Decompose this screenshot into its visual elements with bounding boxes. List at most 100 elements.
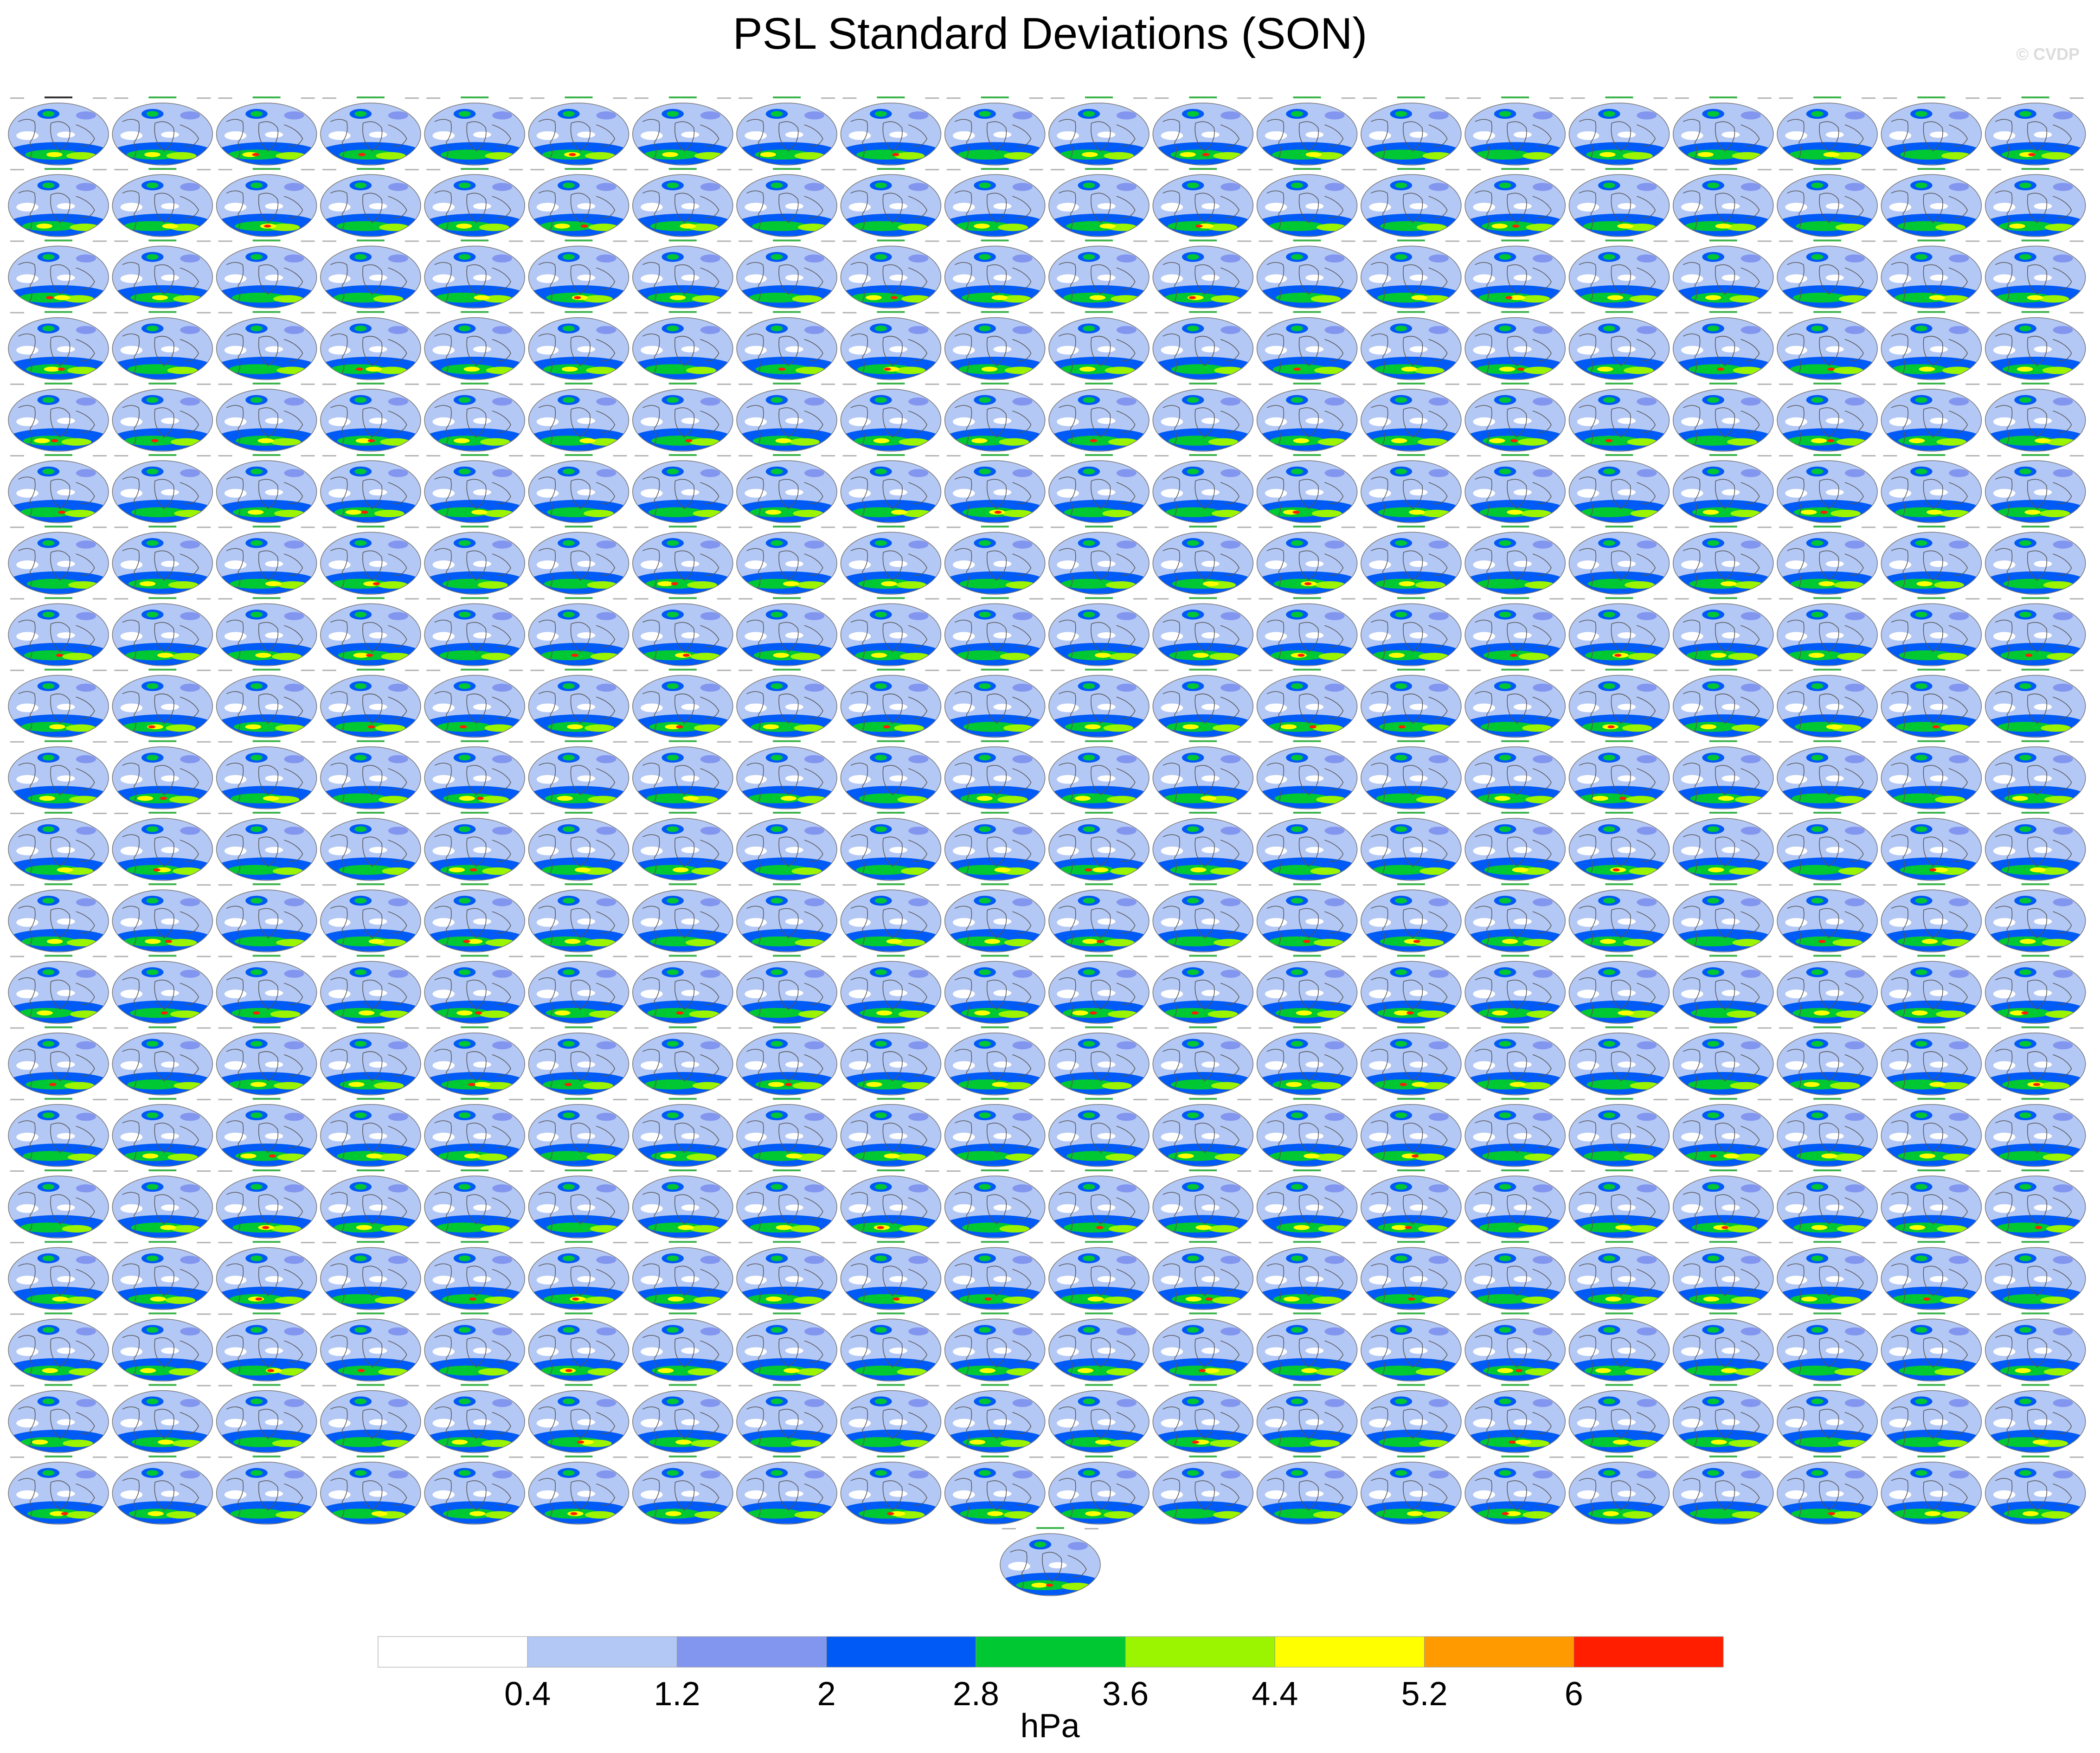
panel-border: [1152, 961, 1254, 1024]
panel-title-line: [1709, 454, 1737, 456]
panel-title-line: [1501, 1026, 1529, 1028]
panel-title-line: [1085, 311, 1113, 313]
panel-label-line: [1987, 1313, 2001, 1315]
panel-stat-line: [405, 813, 419, 814]
panel-title-line: [1293, 168, 1321, 170]
map-panel: [840, 740, 942, 809]
panel-stat-line: [509, 1456, 523, 1458]
panel-label-line: [1675, 240, 1689, 242]
panel-title-line: [356, 1455, 385, 1458]
panel-title-line: [461, 1384, 489, 1386]
panel-label-line: [842, 312, 857, 314]
map-panel: [424, 454, 525, 523]
panel-stat-line: [93, 813, 107, 814]
map-panel: [528, 812, 629, 881]
map-panel: [944, 955, 1046, 1024]
panel-border: [1881, 1175, 1982, 1239]
map-panel: [424, 1169, 525, 1239]
panel-title-line: [356, 1241, 385, 1243]
panel-stat-line: [1445, 383, 1459, 385]
panel-title-line: [565, 1384, 593, 1386]
panel-border: [1881, 1032, 1982, 1096]
panel-title-line: [668, 311, 697, 313]
panel-border: [112, 103, 213, 166]
panel-title-line: [981, 1312, 1009, 1315]
panel-title-line: [1293, 1169, 1321, 1171]
panel-title-line: [1709, 668, 1737, 671]
panel-border: [1673, 1175, 1774, 1239]
map-panel: [632, 812, 733, 881]
panel-label-line: [426, 1242, 441, 1244]
panel-title-line: [1813, 668, 1842, 671]
panel-stat-line: [1549, 1098, 1564, 1100]
panel-border: [736, 1175, 837, 1239]
panel-label-line: [218, 741, 232, 743]
panel-label-line: [1051, 1098, 1065, 1100]
panel-stat-line: [613, 884, 627, 886]
panel-stat-line: [821, 813, 835, 814]
panel-stat-line: [1133, 1313, 1147, 1315]
map-panel: [736, 239, 837, 309]
map-panel: [216, 740, 317, 809]
panel-title-line: [565, 1169, 593, 1171]
panel-stat-line: [925, 240, 939, 242]
panel-stat-line: [1237, 1385, 1252, 1387]
panel-stat-line: [613, 240, 627, 242]
panel-title-line: [1397, 883, 1425, 886]
panel-title-line: [565, 883, 593, 886]
map-panel: [1048, 740, 1150, 809]
panel-border: [1048, 245, 1150, 309]
panel-stat-line: [1862, 1027, 1876, 1029]
panel-stat-line: [301, 383, 315, 385]
panel-label-line: [842, 169, 857, 171]
panel-label-line: [1259, 1313, 1273, 1315]
panel-title-line: [1501, 1384, 1529, 1386]
map-panel: [320, 1026, 421, 1096]
panel-label-line: [1779, 312, 1793, 314]
panel-title-line: [1709, 812, 1737, 814]
map-panel: [216, 1026, 317, 1096]
panel-label-line: [530, 383, 545, 385]
panel-border: [528, 532, 629, 595]
panel-title-line: [1501, 1312, 1529, 1315]
panel-label-line: [634, 598, 649, 600]
panel-stat-line: [613, 312, 627, 314]
panel-stat-line: [1445, 598, 1459, 600]
panel-border: [632, 103, 733, 166]
map-panel: [1361, 311, 1462, 380]
panel-title-line: [356, 883, 385, 886]
colorbar-swatch: [826, 1636, 976, 1668]
panel-border: [632, 1390, 733, 1453]
panel-title-line: [1293, 1026, 1321, 1028]
panel-stat-line: [821, 1242, 835, 1244]
panel-label-line: [1467, 1385, 1481, 1387]
panel-border: [1464, 1247, 1566, 1310]
panel-title-line: [2021, 1169, 2049, 1171]
map-panel: [8, 239, 109, 309]
panel-border: [424, 889, 525, 952]
panel-label-line: [1675, 312, 1689, 314]
panel-title-line: [1397, 1026, 1425, 1028]
panel-stat-line: [1757, 956, 1772, 957]
panel-stat-line: [2069, 956, 2084, 957]
panel-border: [1984, 1390, 2086, 1453]
panel-stat-line: [1237, 1456, 1252, 1458]
panel-label-line: [1675, 741, 1689, 743]
panel-stat-line: [1757, 240, 1772, 242]
panel-stat-line: [1341, 1098, 1355, 1100]
panel-label-line: [1987, 1027, 2001, 1029]
panel-stat-line: [405, 383, 419, 385]
panel-title-line: [45, 597, 72, 599]
panel-border: [112, 603, 213, 667]
panel-border: [1152, 1462, 1254, 1525]
panel-title-line: [668, 239, 697, 242]
panel-stat-line: [301, 1027, 315, 1029]
panel-title-line: [981, 883, 1009, 886]
map-panel: [840, 168, 942, 237]
panel-title-line: [2021, 883, 2049, 886]
map-panel: [8, 883, 109, 952]
panel-stat-line: [301, 884, 315, 886]
panel-border: [216, 103, 317, 166]
map-panel: [1984, 1169, 2086, 1239]
panel-stat-line: [405, 1098, 419, 1100]
